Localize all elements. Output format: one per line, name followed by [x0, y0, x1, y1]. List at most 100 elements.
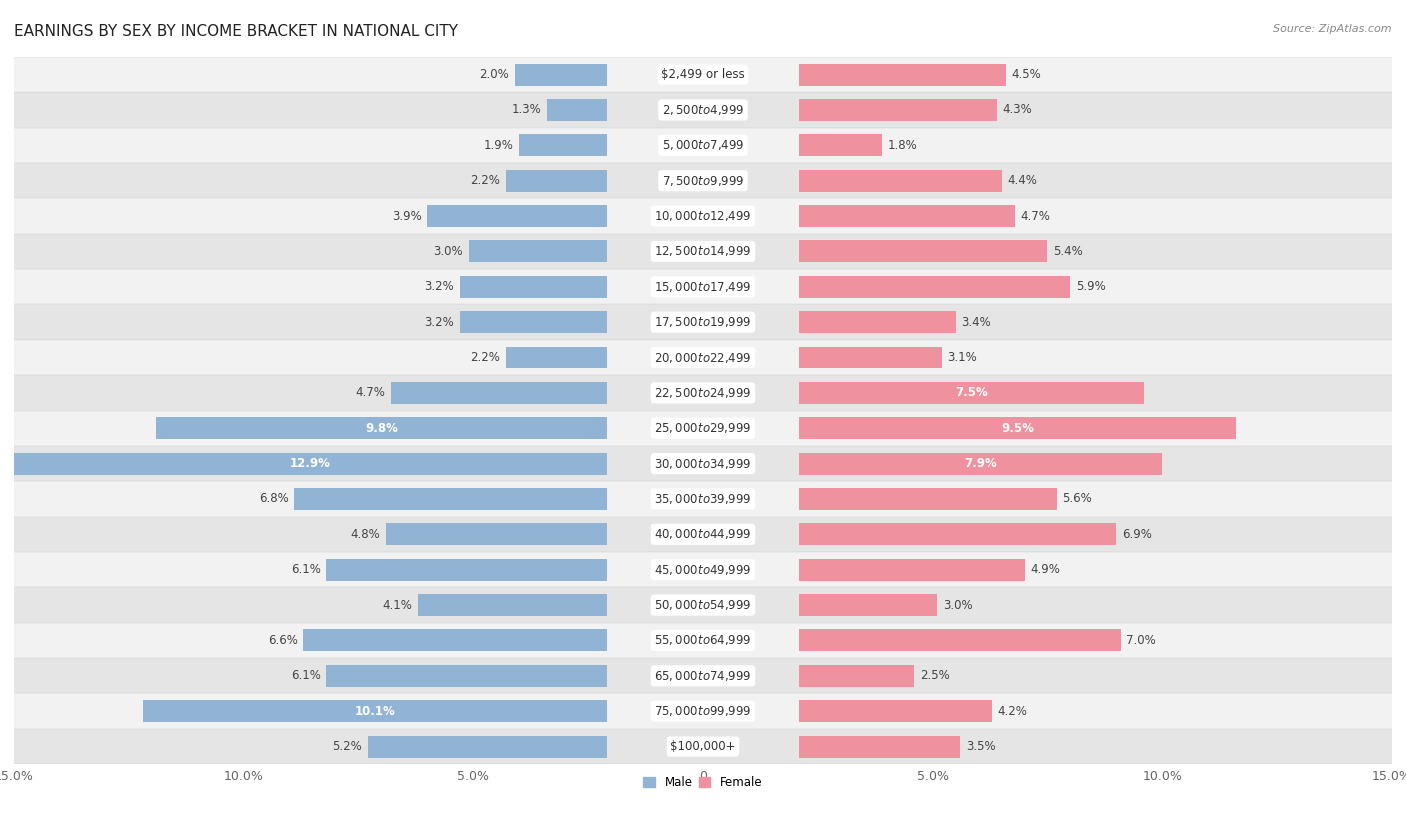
- Text: $100,000+: $100,000+: [671, 740, 735, 753]
- Bar: [14, 659, 1392, 693]
- Bar: [519, 134, 606, 156]
- Bar: [14, 446, 1392, 481]
- Bar: [460, 311, 606, 333]
- Bar: [460, 276, 606, 298]
- Bar: [14, 92, 1392, 128]
- Bar: [14, 233, 1392, 269]
- Text: 5.9%: 5.9%: [1076, 280, 1105, 293]
- Text: $2,499 or less: $2,499 or less: [661, 68, 745, 81]
- Bar: [14, 128, 1392, 163]
- Bar: [391, 382, 606, 404]
- Bar: [14, 340, 1392, 375]
- Legend: Male, Female: Male, Female: [638, 772, 768, 793]
- Text: $65,000 to $74,999: $65,000 to $74,999: [654, 669, 752, 683]
- Text: 2.2%: 2.2%: [470, 174, 501, 187]
- Text: 9.5%: 9.5%: [1001, 422, 1033, 435]
- Text: 6.9%: 6.9%: [1122, 528, 1152, 541]
- Bar: [304, 629, 606, 651]
- Text: 12.9%: 12.9%: [290, 457, 330, 470]
- Text: 2.5%: 2.5%: [920, 669, 949, 682]
- Text: 1.3%: 1.3%: [512, 103, 541, 116]
- Bar: [294, 488, 606, 510]
- Text: 9.8%: 9.8%: [366, 422, 398, 435]
- Text: 2.2%: 2.2%: [470, 351, 501, 364]
- Text: 6.1%: 6.1%: [291, 669, 321, 682]
- Text: 3.0%: 3.0%: [433, 245, 463, 258]
- Bar: [427, 205, 606, 227]
- Bar: [800, 594, 938, 616]
- Bar: [14, 304, 1392, 340]
- Text: 4.5%: 4.5%: [1012, 68, 1042, 81]
- Bar: [800, 453, 1163, 475]
- Bar: [800, 346, 942, 368]
- Text: Source: ZipAtlas.com: Source: ZipAtlas.com: [1274, 24, 1392, 34]
- Text: 3.2%: 3.2%: [425, 315, 454, 328]
- Text: 3.2%: 3.2%: [425, 280, 454, 293]
- Text: $12,500 to $14,999: $12,500 to $14,999: [654, 245, 752, 259]
- Text: 3.1%: 3.1%: [948, 351, 977, 364]
- Text: 3.9%: 3.9%: [392, 210, 422, 223]
- Bar: [418, 594, 606, 616]
- Bar: [800, 276, 1070, 298]
- Text: 7.9%: 7.9%: [965, 457, 997, 470]
- Text: 4.2%: 4.2%: [998, 705, 1028, 718]
- Bar: [800, 134, 882, 156]
- Text: 3.4%: 3.4%: [962, 315, 991, 328]
- Bar: [800, 170, 1001, 192]
- Bar: [368, 736, 606, 758]
- Bar: [14, 729, 1392, 764]
- Bar: [800, 524, 1116, 546]
- Text: $50,000 to $54,999: $50,000 to $54,999: [654, 598, 752, 612]
- Bar: [800, 63, 1007, 85]
- Bar: [14, 587, 1392, 623]
- Bar: [800, 99, 997, 121]
- Bar: [14, 481, 1392, 517]
- Text: 1.9%: 1.9%: [484, 139, 513, 152]
- Bar: [14, 376, 1392, 411]
- Text: $2,500 to $4,999: $2,500 to $4,999: [662, 103, 744, 117]
- Text: $10,000 to $12,499: $10,000 to $12,499: [654, 209, 752, 223]
- Text: 7.0%: 7.0%: [1126, 634, 1156, 647]
- Text: 1.8%: 1.8%: [887, 139, 917, 152]
- Text: 2.0%: 2.0%: [479, 68, 509, 81]
- Bar: [506, 170, 606, 192]
- Bar: [387, 524, 606, 546]
- Text: 4.8%: 4.8%: [352, 528, 381, 541]
- Text: EARNINGS BY SEX BY INCOME BRACKET IN NATIONAL CITY: EARNINGS BY SEX BY INCOME BRACKET IN NAT…: [14, 24, 458, 39]
- Text: $40,000 to $44,999: $40,000 to $44,999: [654, 528, 752, 541]
- Bar: [800, 417, 1236, 439]
- Bar: [156, 417, 606, 439]
- Text: 4.7%: 4.7%: [356, 386, 385, 399]
- Bar: [14, 552, 1392, 587]
- Bar: [14, 269, 1392, 304]
- Text: 6.8%: 6.8%: [259, 493, 288, 506]
- Text: $30,000 to $34,999: $30,000 to $34,999: [654, 457, 752, 471]
- Text: 4.1%: 4.1%: [382, 598, 413, 611]
- Text: 5.4%: 5.4%: [1053, 245, 1083, 258]
- Text: $7,500 to $9,999: $7,500 to $9,999: [662, 174, 744, 188]
- Bar: [14, 411, 1392, 446]
- Bar: [800, 382, 1144, 404]
- Text: 5.2%: 5.2%: [332, 740, 363, 753]
- Text: 5.6%: 5.6%: [1062, 493, 1092, 506]
- Bar: [14, 693, 1392, 729]
- Text: 4.4%: 4.4%: [1007, 174, 1038, 187]
- Text: 7.5%: 7.5%: [955, 386, 988, 399]
- Text: $75,000 to $99,999: $75,000 to $99,999: [654, 704, 752, 718]
- Text: 10.1%: 10.1%: [354, 705, 395, 718]
- Bar: [800, 629, 1121, 651]
- Bar: [800, 700, 993, 722]
- Bar: [14, 198, 1392, 234]
- Text: $22,500 to $24,999: $22,500 to $24,999: [654, 386, 752, 400]
- Text: $35,000 to $39,999: $35,000 to $39,999: [654, 492, 752, 506]
- Bar: [800, 241, 1047, 263]
- Bar: [800, 665, 914, 687]
- Bar: [142, 700, 606, 722]
- Bar: [800, 488, 1057, 510]
- Text: $20,000 to $22,499: $20,000 to $22,499: [654, 350, 752, 364]
- Text: 3.5%: 3.5%: [966, 740, 995, 753]
- Bar: [14, 453, 606, 475]
- Bar: [800, 311, 956, 333]
- Bar: [800, 559, 1025, 580]
- Text: 4.3%: 4.3%: [1002, 103, 1032, 116]
